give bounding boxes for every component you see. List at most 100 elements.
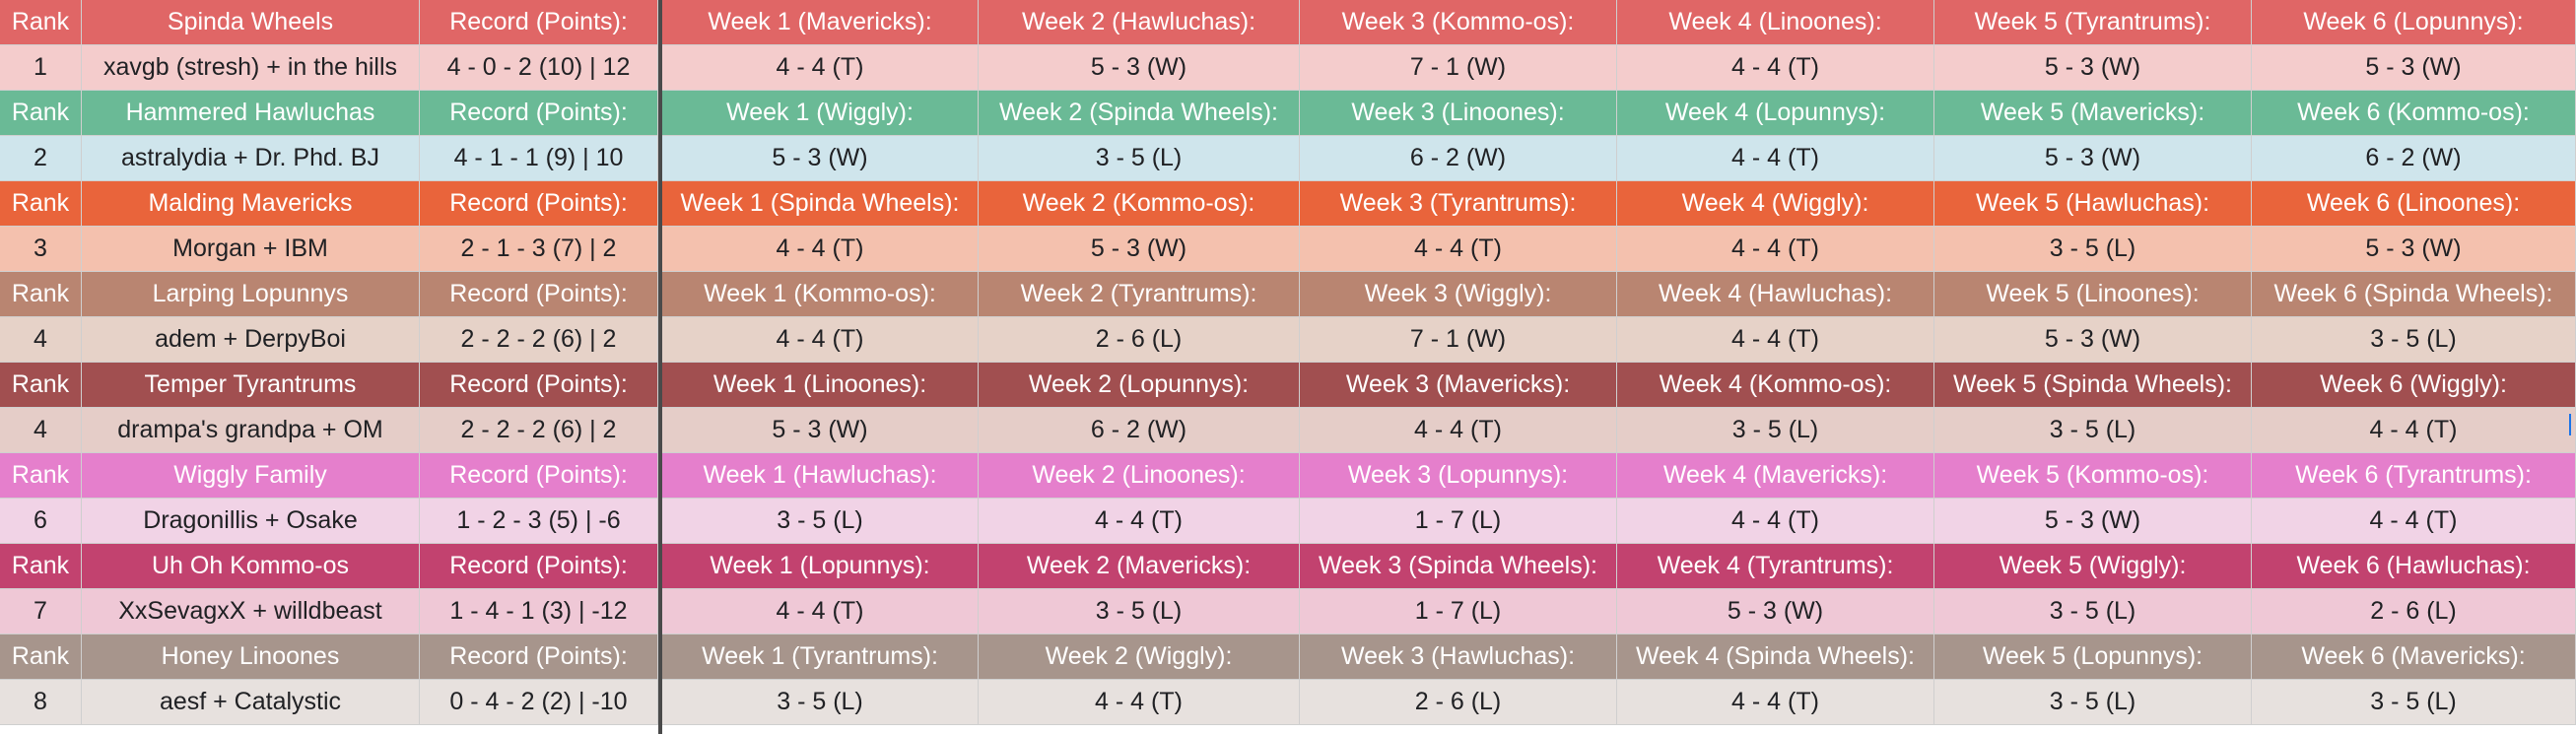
rank-cell[interactable]: 4 [0, 317, 82, 363]
week-5-result-cell[interactable]: 3 - 5 (L) [1934, 227, 2252, 272]
week-3-header-cell[interactable]: Week 3 (Tyrantrums): [1300, 181, 1617, 227]
week-6-header-cell[interactable]: Week 6 (Linoones): [2252, 181, 2576, 227]
week-4-header-cell[interactable]: Week 4 (Lopunnys): [1617, 91, 1934, 136]
record-header-cell[interactable]: Record (Points): [420, 634, 658, 680]
week-4-header-cell[interactable]: Week 4 (Mavericks): [1617, 453, 1934, 499]
week-5-header-cell[interactable]: Week 5 (Wiggly): [1934, 544, 2252, 589]
record-header-cell[interactable]: Record (Points): [420, 363, 658, 408]
players-cell[interactable]: xavgb (stresh) + in the hills [82, 45, 420, 91]
week-4-header-cell[interactable]: Week 4 (Linoones): [1617, 0, 1934, 45]
week-6-result-cell[interactable]: 5 - 3 (W) [2252, 227, 2576, 272]
week-6-result-cell[interactable]: 4 - 4 (T) [2252, 408, 2576, 453]
week-6-header-cell[interactable]: Week 6 (Spinda Wheels): [2252, 272, 2576, 317]
week-1-header-cell[interactable]: Week 1 (Linoones): [662, 363, 979, 408]
week-1-header-cell[interactable]: Week 1 (Spinda Wheels): [662, 181, 979, 227]
team-name-cell[interactable]: Larping Lopunnys [82, 272, 420, 317]
week-3-result-cell[interactable]: 7 - 1 (W) [1300, 317, 1617, 363]
week-6-result-cell[interactable]: 4 - 4 (T) [2252, 499, 2576, 544]
week-4-result-cell[interactable]: 4 - 4 (T) [1617, 227, 1934, 272]
record-header-cell[interactable]: Record (Points): [420, 181, 658, 227]
week-1-header-cell[interactable]: Week 1 (Hawluchas): [662, 453, 979, 499]
week-6-result-cell[interactable]: 2 - 6 (L) [2252, 589, 2576, 634]
rank-cell[interactable]: 6 [0, 499, 82, 544]
week-5-header-cell[interactable]: Week 5 (Spinda Wheels): [1934, 363, 2252, 408]
rank-cell[interactable]: 4 [0, 408, 82, 453]
record-cell[interactable]: 0 - 4 - 2 (2) | -10 [420, 680, 658, 725]
players-cell[interactable]: XxSevagxX + willdbeast [82, 589, 420, 634]
week-2-result-cell[interactable]: 5 - 3 (W) [979, 227, 1300, 272]
week-6-result-cell[interactable]: 5 - 3 (W) [2252, 45, 2576, 91]
week-5-result-cell[interactable]: 5 - 3 (W) [1934, 317, 2252, 363]
week-6-header-cell[interactable]: Week 6 (Wiggly): [2252, 363, 2576, 408]
team-name-cell[interactable]: Malding Mavericks [82, 181, 420, 227]
week-2-result-cell[interactable]: 5 - 3 (W) [979, 45, 1300, 91]
week-5-header-cell[interactable]: Week 5 (Mavericks): [1934, 91, 2252, 136]
week-2-header-cell[interactable]: Week 2 (Tyrantrums): [979, 272, 1300, 317]
team-name-cell[interactable]: Spinda Wheels [82, 0, 420, 45]
week-3-result-cell[interactable]: 4 - 4 (T) [1300, 408, 1617, 453]
week-1-header-cell[interactable]: Week 1 (Wiggly): [662, 91, 979, 136]
week-4-result-cell[interactable]: 4 - 4 (T) [1617, 680, 1934, 725]
week-4-result-cell[interactable]: 4 - 4 (T) [1617, 136, 1934, 181]
week-1-result-cell[interactable]: 4 - 4 (T) [662, 227, 979, 272]
week-3-header-cell[interactable]: Week 3 (Hawluchas): [1300, 634, 1617, 680]
week-2-header-cell[interactable]: Week 2 (Linoones): [979, 453, 1300, 499]
week-3-header-cell[interactable]: Week 3 (Mavericks): [1300, 363, 1617, 408]
rank-header-cell[interactable]: Rank [0, 181, 82, 227]
team-name-cell[interactable]: Hammered Hawluchas [82, 91, 420, 136]
week-5-result-cell[interactable]: 3 - 5 (L) [1934, 680, 2252, 725]
week-2-header-cell[interactable]: Week 2 (Kommo-os): [979, 181, 1300, 227]
team-name-cell[interactable]: Temper Tyrantrums [82, 363, 420, 408]
players-cell[interactable]: Dragonillis + Osake [82, 499, 420, 544]
week-6-header-cell[interactable]: Week 6 (Hawluchas): [2252, 544, 2576, 589]
week-2-result-cell[interactable]: 6 - 2 (W) [979, 408, 1300, 453]
record-cell[interactable]: 2 - 1 - 3 (7) | 2 [420, 227, 658, 272]
rank-cell[interactable]: 8 [0, 680, 82, 725]
week-5-header-cell[interactable]: Week 5 (Tyrantrums): [1934, 0, 2252, 45]
week-4-header-cell[interactable]: Week 4 (Kommo-os): [1617, 363, 1934, 408]
week-4-header-cell[interactable]: Week 4 (Tyrantrums): [1617, 544, 1934, 589]
record-cell[interactable]: 2 - 2 - 2 (6) | 2 [420, 317, 658, 363]
record-cell[interactable]: 4 - 0 - 2 (10) | 12 [420, 45, 658, 91]
week-4-header-cell[interactable]: Week 4 (Hawluchas): [1617, 272, 1934, 317]
week-6-header-cell[interactable]: Week 6 (Tyrantrums): [2252, 453, 2576, 499]
week-2-result-cell[interactable]: 3 - 5 (L) [979, 136, 1300, 181]
week-2-result-cell[interactable]: 2 - 6 (L) [979, 317, 1300, 363]
week-5-header-cell[interactable]: Week 5 (Linoones): [1934, 272, 2252, 317]
players-cell[interactable]: drampa's grandpa + OM [82, 408, 420, 453]
week-4-result-cell[interactable]: 5 - 3 (W) [1617, 589, 1934, 634]
week-5-result-cell[interactable]: 3 - 5 (L) [1934, 589, 2252, 634]
week-5-result-cell[interactable]: 3 - 5 (L) [1934, 408, 2252, 453]
record-header-cell[interactable]: Record (Points): [420, 0, 658, 45]
week-5-result-cell[interactable]: 5 - 3 (W) [1934, 45, 2252, 91]
rank-header-cell[interactable]: Rank [0, 0, 82, 45]
record-cell[interactable]: 1 - 4 - 1 (3) | -12 [420, 589, 658, 634]
week-6-header-cell[interactable]: Week 6 (Mavericks): [2252, 634, 2576, 680]
week-2-header-cell[interactable]: Week 2 (Lopunnys): [979, 363, 1300, 408]
week-1-header-cell[interactable]: Week 1 (Kommo-os): [662, 272, 979, 317]
week-4-header-cell[interactable]: Week 4 (Spinda Wheels): [1617, 634, 1934, 680]
week-3-result-cell[interactable]: 4 - 4 (T) [1300, 227, 1617, 272]
week-3-result-cell[interactable]: 1 - 7 (L) [1300, 589, 1617, 634]
rank-header-cell[interactable]: Rank [0, 544, 82, 589]
record-cell[interactable]: 4 - 1 - 1 (9) | 10 [420, 136, 658, 181]
week-2-result-cell[interactable]: 4 - 4 (T) [979, 680, 1300, 725]
week-6-result-cell[interactable]: 3 - 5 (L) [2252, 680, 2576, 725]
week-2-header-cell[interactable]: Week 2 (Hawluchas): [979, 0, 1300, 45]
week-6-result-cell[interactable]: 3 - 5 (L) [2252, 317, 2576, 363]
record-cell[interactable]: 1 - 2 - 3 (5) | -6 [420, 499, 658, 544]
record-header-cell[interactable]: Record (Points): [420, 272, 658, 317]
week-1-result-cell[interactable]: 4 - 4 (T) [662, 317, 979, 363]
week-2-header-cell[interactable]: Week 2 (Spinda Wheels): [979, 91, 1300, 136]
week-6-result-cell[interactable]: 6 - 2 (W) [2252, 136, 2576, 181]
week-5-result-cell[interactable]: 5 - 3 (W) [1934, 499, 2252, 544]
week-1-result-cell[interactable]: 5 - 3 (W) [662, 136, 979, 181]
week-2-header-cell[interactable]: Week 2 (Mavericks): [979, 544, 1300, 589]
rank-cell[interactable]: 2 [0, 136, 82, 181]
record-header-cell[interactable]: Record (Points): [420, 453, 658, 499]
week-1-header-cell[interactable]: Week 1 (Tyrantrums): [662, 634, 979, 680]
rank-header-cell[interactable]: Rank [0, 363, 82, 408]
week-1-result-cell[interactable]: 5 - 3 (W) [662, 408, 979, 453]
week-5-header-cell[interactable]: Week 5 (Hawluchas): [1934, 181, 2252, 227]
week-3-header-cell[interactable]: Week 3 (Linoones): [1300, 91, 1617, 136]
